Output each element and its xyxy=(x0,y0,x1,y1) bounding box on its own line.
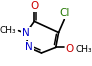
Text: CH₃: CH₃ xyxy=(76,45,92,54)
Text: CH₃: CH₃ xyxy=(0,26,16,35)
Text: O: O xyxy=(30,1,38,11)
Text: N: N xyxy=(22,28,30,38)
Text: O: O xyxy=(66,44,74,54)
Text: Cl: Cl xyxy=(59,8,69,18)
Text: N: N xyxy=(25,42,32,52)
